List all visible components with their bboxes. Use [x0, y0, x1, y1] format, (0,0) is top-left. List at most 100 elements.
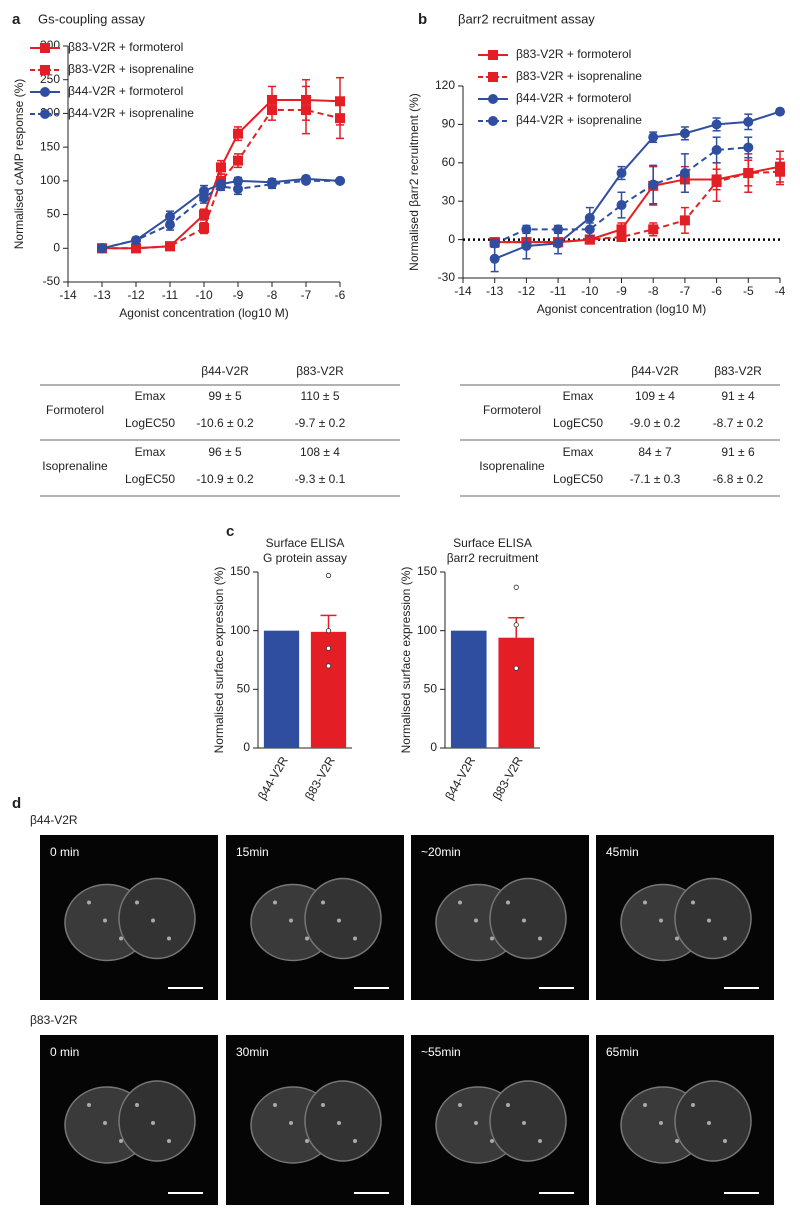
data-point	[325, 628, 332, 634]
legend-label: β44-V2R + formoterol	[68, 84, 183, 98]
marker	[616, 224, 627, 235]
x-tick-label: -14	[59, 288, 77, 302]
table-group: Isoprenaline	[42, 459, 108, 473]
marker	[553, 238, 564, 249]
vesicle	[538, 936, 542, 941]
table-param: Emax	[135, 389, 166, 403]
vesicle	[103, 1121, 107, 1125]
series-line	[494, 165, 781, 244]
y-tick-label: 30	[442, 193, 456, 207]
table-param: Emax	[135, 445, 166, 459]
time-label: ~20min	[421, 845, 461, 859]
marker	[679, 128, 690, 139]
x-tick-label: -8	[267, 288, 278, 302]
table-cell: 84 ± 7	[638, 445, 672, 459]
panel-letter: b	[418, 11, 427, 28]
table-cell: 91 ± 4	[721, 389, 755, 403]
vesicle	[506, 1103, 510, 1107]
marker	[335, 175, 345, 186]
marker	[553, 224, 564, 235]
cell	[489, 877, 567, 960]
marker	[775, 106, 785, 117]
vesicle	[675, 936, 679, 941]
marker	[199, 209, 209, 220]
marker	[335, 113, 345, 124]
vesicle	[659, 1121, 663, 1125]
y-tick-label: 90	[442, 117, 456, 131]
vesicle	[289, 918, 293, 923]
legend-label: β44-V2R + isoprenaline	[516, 113, 642, 127]
marker	[233, 183, 243, 194]
marker	[775, 166, 785, 177]
x-tick-label: -6	[335, 288, 346, 302]
marker	[679, 215, 690, 226]
table-cell: -7.1 ± 0.3	[630, 472, 681, 486]
y-axis-label: Normalised surface expression (%)	[212, 567, 226, 754]
y-tick-label: 100	[417, 623, 437, 637]
vesicle	[167, 936, 171, 941]
table-group: Formoterol	[46, 403, 104, 417]
y-tick-label: 100	[230, 623, 250, 637]
legend-marker	[488, 50, 498, 60]
y-tick-label: 50	[424, 682, 438, 696]
data-point	[513, 584, 519, 590]
series-line	[494, 110, 781, 260]
vesicle	[659, 918, 663, 923]
y-axis-label: Normalised βarr2 recruitment (%)	[407, 93, 421, 271]
marker	[216, 162, 226, 173]
legend-marker	[40, 43, 50, 53]
vesicle	[135, 1103, 139, 1107]
marker	[267, 179, 277, 190]
x-axis-label: Agonist concentration (log10 M)	[119, 306, 288, 320]
vesicle	[119, 936, 123, 941]
marker	[216, 181, 226, 192]
vesicle	[337, 918, 341, 923]
cell	[304, 1080, 382, 1162]
vesicle	[273, 900, 277, 905]
cell	[489, 1080, 567, 1162]
time-label: 15min	[236, 845, 269, 859]
marker	[584, 234, 595, 245]
table-header: β44-V2R	[201, 364, 249, 378]
table-header: β83-V2R	[296, 364, 344, 378]
y-tick-label: 50	[237, 682, 251, 696]
series-line	[102, 109, 341, 250]
y-tick-label: 0	[243, 740, 250, 754]
vesicle	[506, 900, 510, 905]
y-tick-label: 150	[417, 564, 437, 578]
x-tick-label: -10	[195, 288, 213, 302]
table-header: β83-V2R	[714, 364, 762, 378]
x-axis-label: Agonist concentration (log10 M)	[537, 302, 706, 316]
vesicle	[289, 1121, 293, 1125]
panel-letter: d	[12, 795, 21, 812]
marker	[616, 168, 627, 179]
panel-letter: a	[12, 11, 21, 28]
y-axis-label: Normalised surface expression (%)	[399, 567, 413, 754]
vesicle	[273, 1103, 277, 1107]
data-point	[325, 645, 332, 651]
table-header: β44-V2R	[631, 364, 679, 378]
marker	[743, 168, 754, 179]
legend-label: β83-V2R + formoterol	[68, 40, 183, 54]
vesicle	[167, 1139, 171, 1143]
time-label: 0 min	[50, 845, 79, 859]
vesicle	[522, 1121, 526, 1125]
time-label: 30min	[236, 1045, 269, 1059]
marker	[97, 243, 107, 254]
y-tick-label: -50	[43, 274, 61, 288]
vesicle	[490, 1139, 494, 1143]
marker	[679, 168, 690, 179]
marker	[648, 132, 659, 143]
chart-title: βarr2 recruitment	[447, 551, 539, 565]
error-bar	[508, 617, 525, 638]
cell	[304, 877, 382, 960]
vesicle	[707, 1121, 711, 1125]
x-tick-label: -6	[711, 284, 722, 298]
x-tick-label: β83-V2R	[490, 754, 526, 803]
y-tick-label: 0	[430, 740, 437, 754]
table-param: Emax	[563, 389, 594, 403]
x-tick-label: -5	[743, 284, 754, 298]
data-point	[513, 622, 519, 628]
vesicle	[675, 1139, 679, 1143]
